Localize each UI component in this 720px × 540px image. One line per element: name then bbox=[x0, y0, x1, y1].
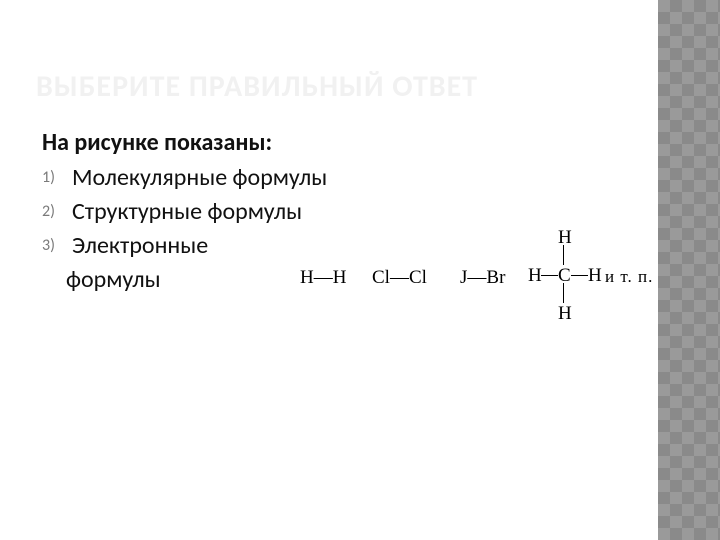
ch4-h-left: H bbox=[528, 265, 542, 287]
answer-option-3[interactable]: Электронные bbox=[42, 231, 336, 261]
chemistry-figure: H—H Cl—Cl J—Br H H H H C и т. п. bbox=[300, 225, 650, 335]
molecule-cl2: Cl—Cl bbox=[372, 267, 427, 289]
slide-title: ВЫБЕРИТЕ ПРАВИЛЬНЫЙ ОТВЕТ bbox=[36, 68, 640, 105]
etc-text: и т. п. bbox=[605, 267, 653, 287]
question-block: На рисунке показаны: Молекулярные формул… bbox=[36, 128, 336, 295]
molecule-h2: H—H bbox=[300, 267, 346, 289]
molecule-ch4: H H H H C bbox=[528, 225, 598, 325]
bond-icon bbox=[563, 245, 565, 265]
ch4-h-right: H bbox=[588, 265, 602, 287]
slide: { "title": "ВЫБЕРИТЕ ПРАВИЛЬНЫЙ ОТВЕТ", … bbox=[0, 0, 720, 540]
answer-option-3-line2: формулы bbox=[36, 265, 336, 295]
bond-icon bbox=[541, 275, 558, 277]
answer-option-2[interactable]: Структурные формулы bbox=[42, 197, 336, 227]
bond-icon bbox=[571, 275, 588, 277]
answer-option-1[interactable]: Молекулярные формулы bbox=[42, 163, 336, 193]
ch4-h-bottom: H bbox=[558, 303, 572, 325]
molecule-jbr: J—Br bbox=[460, 267, 505, 289]
question-text: На рисунке показаны: bbox=[42, 128, 336, 157]
decorative-sidebar bbox=[658, 0, 720, 540]
bond-icon bbox=[563, 283, 565, 303]
answer-list: Молекулярные формулы Структурные формулы… bbox=[36, 163, 336, 261]
